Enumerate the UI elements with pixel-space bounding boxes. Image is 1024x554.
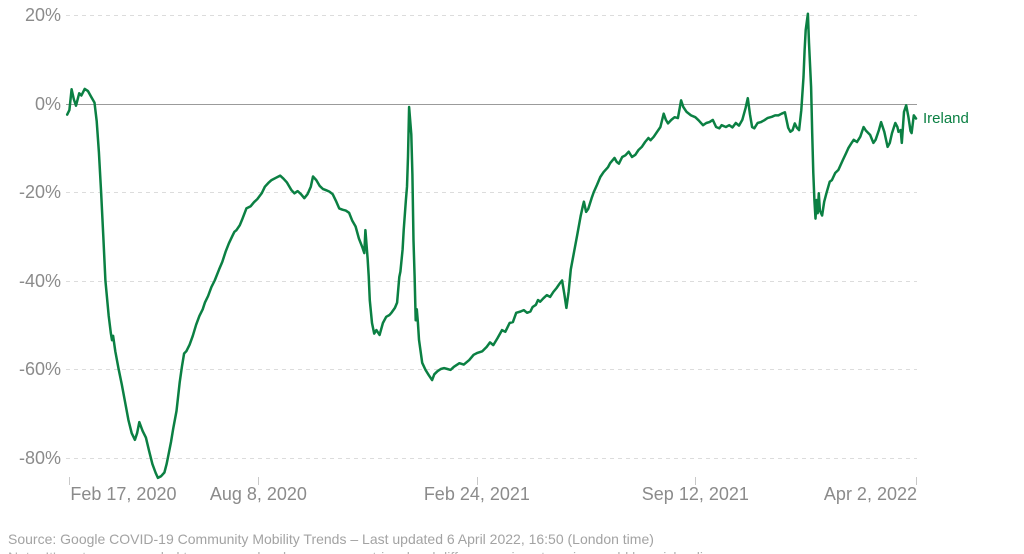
gridline-neg80 xyxy=(66,457,917,459)
gridline-neg40 xyxy=(66,280,917,282)
gridline-neg20 xyxy=(66,192,917,193)
gridline-neg60 xyxy=(66,369,917,370)
x-tick-apr-2-2022 xyxy=(916,477,917,485)
footer-source-text: Source: Google COVID-19 Community Mobili… xyxy=(8,531,654,547)
zero-line xyxy=(66,103,917,105)
x-tick-feb-17-2020 xyxy=(69,477,71,485)
y-axis-label-neg80: -80% xyxy=(18,447,61,468)
y-axis-label-neg20: -20% xyxy=(18,182,61,202)
y-axis-label-0: 0% xyxy=(34,93,61,114)
x-axis-label-sep-12-2021: Sep 12, 2021 xyxy=(641,484,749,504)
x-tick-feb-24-2021 xyxy=(476,477,478,485)
x-axis-label-apr-2-2022: Apr 2, 2022 xyxy=(823,484,917,504)
x-axis-label-feb-17-2020: Feb 17, 2020 xyxy=(70,484,177,504)
x-axis-label-feb-24-2021: Feb 24, 2021 xyxy=(423,484,530,504)
series-label-ireland: Ireland xyxy=(923,109,969,127)
x-tick-aug-8-2020 xyxy=(258,477,260,485)
x-tick-sep-12-2021 xyxy=(695,477,697,485)
y-axis-label-neg40: -40% xyxy=(18,270,61,291)
gridline-20 xyxy=(66,15,917,16)
footer-note-clipped: Note: It's not recommended to compare le… xyxy=(8,549,722,554)
x-axis-label-aug-8-2020: Aug 8, 2020 xyxy=(209,484,307,504)
y-axis-label-neg60: -60% xyxy=(18,359,61,379)
y-axis-label-20: 20% xyxy=(24,5,61,25)
